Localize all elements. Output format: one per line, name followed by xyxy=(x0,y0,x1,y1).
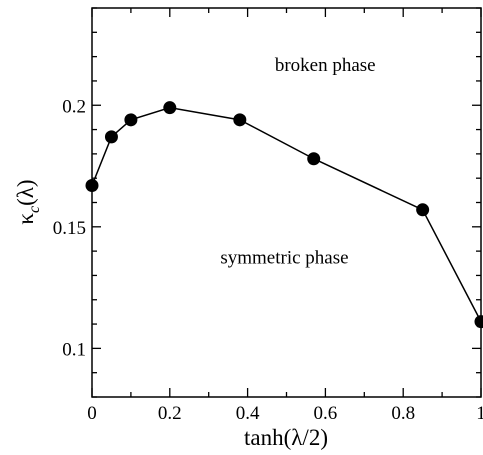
data-point xyxy=(105,130,118,143)
x-tick-label: 0.4 xyxy=(236,403,260,424)
region-annotation: broken phase xyxy=(275,55,376,76)
x-axis-label: tanh(λ/2) xyxy=(244,425,328,450)
x-tick-label: 0.6 xyxy=(314,403,338,424)
data-point xyxy=(233,113,246,126)
y-tick-label: 0.1 xyxy=(62,339,86,360)
annotations-layer: broken phase symmetric phase xyxy=(220,55,375,268)
x-tick-label: 0.2 xyxy=(158,403,182,424)
data-point xyxy=(416,203,429,216)
data-point xyxy=(163,101,176,114)
ticks-layer: 0 0.2 0.4 0.6 0.8 1 0.1 0.15 0.2 xyxy=(53,8,483,424)
y-tick-label: 0.15 xyxy=(53,218,86,239)
data-point xyxy=(124,113,137,126)
y-axis-label: κc(λ) xyxy=(13,179,43,224)
markers-layer xyxy=(86,101,483,328)
y-axis-label-subscript: c xyxy=(26,206,43,213)
y-tick-label: 0.2 xyxy=(62,96,86,117)
data-point xyxy=(307,152,320,165)
data-point xyxy=(475,315,483,328)
x-tick-label: 1 xyxy=(476,403,483,424)
data-point xyxy=(86,179,99,192)
x-tick-label: 0.8 xyxy=(391,403,415,424)
region-annotation: symmetric phase xyxy=(220,247,348,268)
y-axis-label-main: κ xyxy=(13,213,38,225)
y-axis-label-tail: (λ) xyxy=(13,179,38,205)
x-tick-label: 0 xyxy=(87,403,97,424)
